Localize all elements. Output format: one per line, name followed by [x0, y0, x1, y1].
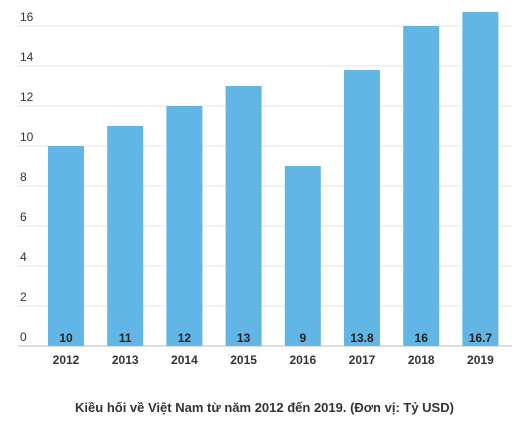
x-tick-label-2017: 2017 — [349, 353, 376, 367]
x-tick-label-2013: 2013 — [112, 353, 139, 367]
y-tick-label: 4 — [20, 250, 27, 264]
y-tick-label: 2 — [20, 290, 27, 304]
data-label-2014: 12 — [178, 331, 192, 345]
bar-2019 — [462, 12, 499, 346]
data-labels: 10 11 12 13 9 13.8 16 16.7 — [59, 331, 492, 345]
data-label-2019: 16.7 — [469, 331, 493, 345]
y-tick-label: 0 — [20, 330, 27, 344]
x-tick-label-2018: 2018 — [408, 353, 435, 367]
bar-2017 — [344, 70, 380, 346]
x-axis-ticks: 2012 2013 2014 2015 2016 2017 2018 2019 — [53, 353, 494, 367]
bar-2016 — [284, 166, 321, 346]
data-label-2018: 16 — [415, 331, 429, 345]
data-label-2016: 9 — [299, 331, 306, 345]
bars — [48, 12, 499, 346]
x-tick-label-2016: 2016 — [289, 353, 316, 367]
data-label-2017: 13.8 — [350, 331, 374, 345]
bar-2018 — [403, 26, 440, 346]
bar-2014 — [166, 106, 203, 346]
x-tick-label-2012: 2012 — [53, 353, 80, 367]
y-tick-label: 16 — [20, 10, 34, 24]
y-tick-label: 14 — [20, 50, 34, 64]
x-tick-label-2019: 2019 — [467, 353, 494, 367]
bar-2012 — [48, 146, 84, 346]
x-tick-label-2015: 2015 — [230, 353, 257, 367]
y-tick-label: 6 — [20, 210, 27, 224]
gridlines — [18, 25, 512, 347]
y-tick-label: 12 — [20, 90, 34, 104]
data-label-2015: 13 — [237, 331, 251, 345]
chart-caption: Kiều hối về Việt Nam từ năm 2012 đến 201… — [75, 400, 454, 415]
data-label-2013: 11 — [119, 331, 132, 345]
bar-2013 — [107, 126, 144, 346]
bar-2015 — [225, 86, 262, 346]
y-tick-label: 8 — [20, 170, 27, 184]
data-label-2012: 10 — [59, 331, 73, 345]
x-tick-label-2014: 2014 — [171, 353, 198, 367]
y-tick-label: 10 — [20, 130, 34, 144]
y-axis-ticks: 0 2 4 6 8 10 12 14 16 — [20, 10, 34, 344]
